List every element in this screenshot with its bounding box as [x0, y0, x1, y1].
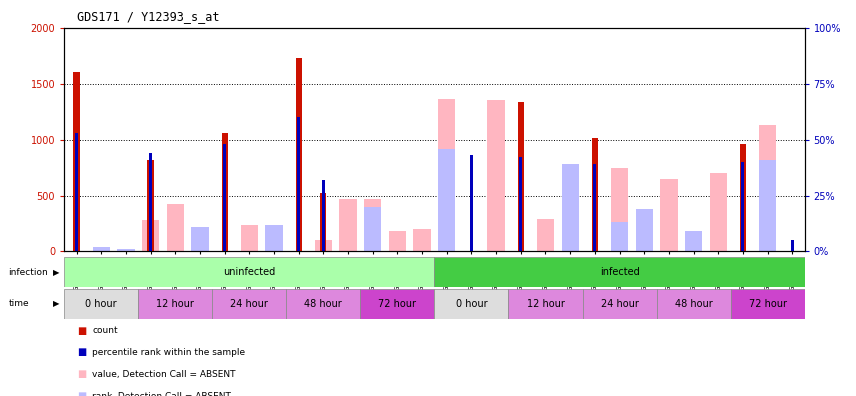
Bar: [360, 289, 434, 319]
Bar: [142, 220, 159, 251]
Bar: [508, 289, 582, 319]
Bar: [438, 148, 455, 251]
Bar: [222, 133, 228, 251]
Bar: [117, 249, 134, 251]
Bar: [147, 160, 154, 251]
Text: time: time: [9, 299, 29, 308]
Bar: [611, 223, 628, 251]
Text: infected: infected: [600, 267, 639, 277]
Bar: [413, 229, 431, 251]
Bar: [138, 289, 212, 319]
Bar: [297, 117, 300, 251]
Bar: [710, 173, 727, 251]
Text: count: count: [92, 326, 118, 335]
Bar: [64, 257, 434, 287]
Bar: [537, 219, 554, 251]
Bar: [518, 101, 524, 251]
Text: ■: ■: [77, 326, 86, 336]
Bar: [657, 289, 730, 319]
Text: 12 hour: 12 hour: [526, 299, 564, 309]
Bar: [591, 139, 598, 251]
Bar: [741, 162, 745, 251]
Text: ▶: ▶: [53, 268, 60, 277]
Bar: [487, 101, 505, 251]
Bar: [434, 289, 508, 319]
Bar: [470, 155, 473, 251]
Bar: [730, 289, 805, 319]
Bar: [191, 227, 209, 251]
Bar: [660, 179, 678, 251]
Bar: [438, 99, 455, 251]
Bar: [562, 185, 579, 251]
Text: value, Detection Call = ABSENT: value, Detection Call = ABSENT: [92, 370, 236, 379]
Text: ■: ■: [77, 347, 86, 358]
Bar: [241, 225, 258, 251]
Bar: [149, 153, 152, 251]
Bar: [434, 257, 805, 287]
Text: GDS171 / Y12393_s_at: GDS171 / Y12393_s_at: [77, 10, 219, 23]
Bar: [635, 209, 653, 251]
Text: 24 hour: 24 hour: [601, 299, 639, 309]
Bar: [167, 204, 184, 251]
Text: percentile rank within the sample: percentile rank within the sample: [92, 348, 246, 357]
Bar: [759, 160, 776, 251]
Bar: [364, 207, 382, 251]
Text: ▶: ▶: [53, 299, 60, 308]
Bar: [389, 231, 406, 251]
Text: 0 hour: 0 hour: [86, 299, 117, 309]
Bar: [320, 193, 326, 251]
Bar: [315, 240, 332, 251]
Text: 24 hour: 24 hour: [230, 299, 268, 309]
Bar: [791, 240, 794, 251]
Text: 12 hour: 12 hour: [157, 299, 194, 309]
Bar: [520, 158, 522, 251]
Bar: [212, 289, 286, 319]
Text: ■: ■: [77, 369, 86, 379]
Text: 72 hour: 72 hour: [378, 299, 416, 309]
Bar: [223, 144, 226, 251]
Bar: [759, 125, 776, 251]
Text: uninfected: uninfected: [223, 267, 276, 277]
Bar: [322, 180, 324, 251]
Bar: [562, 164, 579, 251]
Bar: [611, 168, 628, 251]
Text: infection: infection: [9, 268, 48, 277]
Bar: [64, 289, 138, 319]
Bar: [265, 225, 282, 251]
Text: ■: ■: [77, 391, 86, 396]
Bar: [92, 247, 110, 251]
Bar: [286, 289, 360, 319]
Bar: [339, 199, 357, 251]
Bar: [75, 133, 78, 251]
Bar: [364, 199, 382, 251]
Bar: [685, 231, 702, 251]
Bar: [295, 58, 302, 251]
Bar: [685, 236, 702, 251]
Text: 48 hour: 48 hour: [675, 299, 712, 309]
Bar: [740, 144, 746, 251]
Text: 48 hour: 48 hour: [305, 299, 342, 309]
Bar: [74, 72, 80, 251]
Text: rank, Detection Call = ABSENT: rank, Detection Call = ABSENT: [92, 392, 231, 396]
Text: 0 hour: 0 hour: [455, 299, 487, 309]
Bar: [582, 289, 657, 319]
Bar: [593, 164, 597, 251]
Text: 72 hour: 72 hour: [749, 299, 787, 309]
